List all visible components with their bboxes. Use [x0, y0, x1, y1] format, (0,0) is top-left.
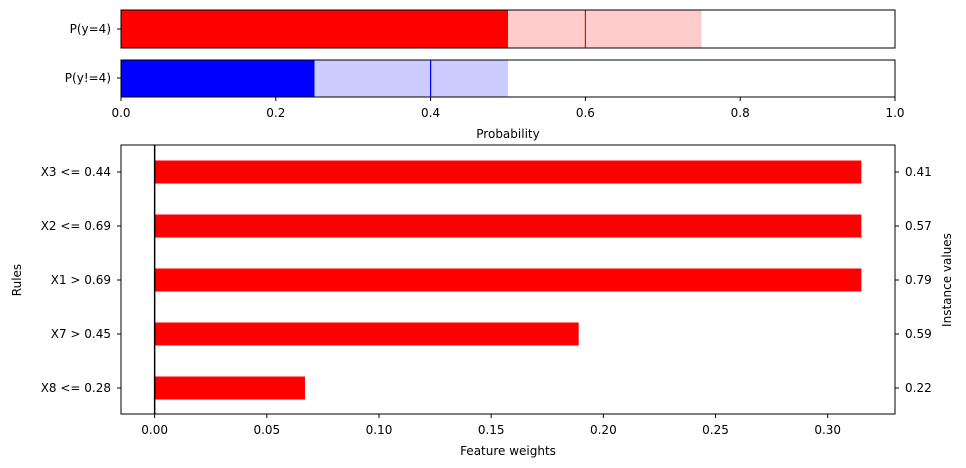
- weights-xtick-label: 0.05: [253, 423, 280, 437]
- rule-label: X2 <= 0.69: [41, 219, 111, 233]
- prob-xtick-label: 0.8: [731, 106, 750, 120]
- instance-value-label: 0.79: [905, 273, 932, 287]
- instance-value-label: 0.41: [905, 165, 932, 179]
- weight-bar: [154, 322, 579, 346]
- rule-label: X7 > 0.45: [51, 327, 111, 341]
- instance-value-label: 0.57: [905, 219, 932, 233]
- prob-row-positive: P(y=4): [70, 9, 896, 49]
- weight-bar: [154, 268, 862, 292]
- prob-uncertainty-band-negative: [314, 60, 508, 97]
- rule-label: X1 > 0.69: [51, 273, 111, 287]
- prob-row-label: P(y!=4): [65, 71, 111, 85]
- weights-xtick-label: 0.10: [366, 423, 393, 437]
- prob-x-axis: 0.0 0.2 0.4 0.6 0.8 1.0: [111, 97, 905, 120]
- instance-value-label: 0.22: [905, 381, 932, 395]
- prob-xtick-label: 0.4: [421, 106, 440, 120]
- prob-bar-negative: [121, 60, 315, 97]
- instance-value-label: 0.59: [905, 327, 932, 341]
- weight-bar: [154, 376, 305, 400]
- weights-xtick-label: 0.25: [702, 423, 729, 437]
- weights-x-axis: 0.00 0.05 0.10 0.15 0.20 0.25 0.30: [141, 414, 841, 437]
- prob-xtick-label: 0.2: [266, 106, 285, 120]
- weights-x-axis-label: Feature weights: [460, 444, 556, 458]
- prob-row-label: P(y=4): [70, 22, 111, 36]
- weight-bars: [154, 160, 862, 400]
- prob-bar-positive: [121, 10, 508, 48]
- rule-label: X8 <= 0.28: [41, 381, 111, 395]
- prob-xtick-label: 0.6: [576, 106, 595, 120]
- prob-row-negative: P(y!=4): [65, 59, 896, 98]
- weight-bar: [154, 214, 862, 238]
- prob-xtick-label: 1.0: [885, 106, 904, 120]
- weights-xtick-label: 0.15: [478, 423, 505, 437]
- instance-value-labels: 0.41 0.57 0.79 0.59 0.22: [895, 165, 932, 395]
- feature-weights-panel: X3 <= 0.44 X2 <= 0.69 X1 > 0.69 X7 > 0.45 X8…: [10, 144, 954, 458]
- weight-bar: [154, 160, 862, 184]
- prob-xtick-label: 0.0: [111, 106, 130, 120]
- prob-x-axis-label: Probability: [476, 127, 539, 141]
- weights-xtick-label: 0.00: [141, 423, 168, 437]
- probability-panel: P(y=4) P(y!=4) 0.0 0.2 0.4 0.6 0.8 1.0 Probab…: [65, 9, 905, 141]
- instance-values-axis-label: Instance values: [940, 233, 954, 327]
- rule-label: X3 <= 0.44: [41, 165, 111, 179]
- weights-xtick-label: 0.20: [590, 423, 617, 437]
- rule-labels: X3 <= 0.44 X2 <= 0.69 X1 > 0.69 X7 > 0.45 X8…: [41, 165, 121, 395]
- rules-axis-label: Rules: [10, 264, 24, 296]
- weights-xtick-label: 0.30: [814, 423, 841, 437]
